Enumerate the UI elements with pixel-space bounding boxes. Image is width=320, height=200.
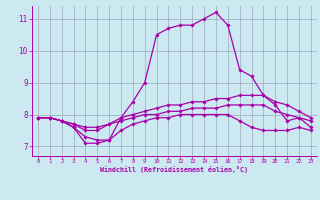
- X-axis label: Windchill (Refroidissement éolien,°C): Windchill (Refroidissement éolien,°C): [100, 166, 248, 173]
